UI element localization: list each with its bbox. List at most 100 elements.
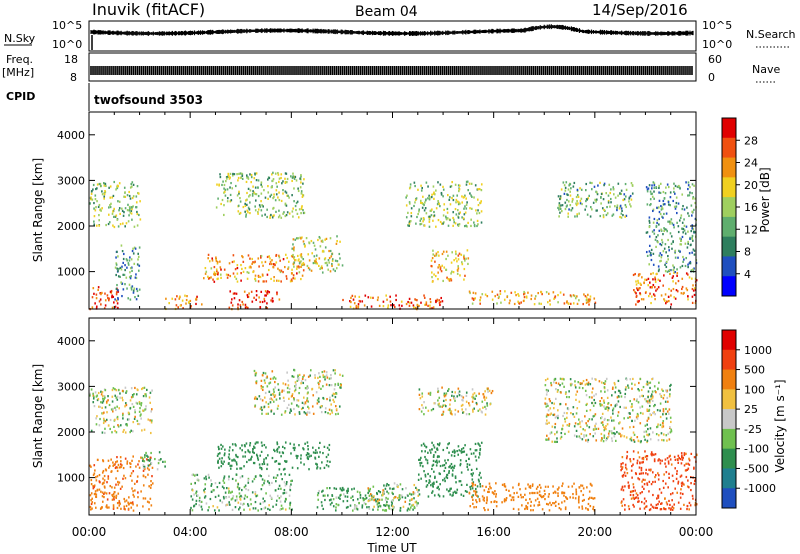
range-cell (584, 295, 587, 298)
range-cell (111, 431, 113, 434)
range-cell (547, 301, 549, 304)
range-cell (648, 221, 651, 224)
range-cell (494, 295, 497, 298)
range-cell (557, 492, 559, 495)
range-cell (217, 445, 220, 449)
range-cell (688, 252, 691, 255)
range-cell (320, 501, 323, 504)
range-cell (617, 182, 620, 185)
range-cell (238, 212, 241, 215)
range-cell (587, 293, 589, 296)
range-cell (116, 501, 119, 505)
range-cell (285, 275, 288, 278)
range-cell (466, 490, 468, 493)
range-cell (275, 261, 278, 264)
range-cell (280, 176, 282, 180)
range-cell (325, 455, 328, 459)
range-cell (105, 505, 108, 508)
range-cell (333, 388, 336, 391)
range-cell (101, 412, 103, 415)
range-cell (424, 450, 426, 453)
range-cell (438, 396, 441, 399)
range-cell (583, 498, 585, 502)
range-cell (236, 467, 238, 470)
range-cell (444, 466, 447, 469)
range-cell (271, 300, 274, 303)
range-cell (451, 251, 453, 254)
range-cell (105, 223, 107, 227)
range-cell (655, 224, 658, 228)
range-cell (127, 297, 130, 300)
range-cell (557, 301, 559, 304)
range-cell (573, 415, 576, 418)
range-cell (415, 222, 417, 225)
range-cell (629, 194, 632, 198)
range-cell (298, 262, 301, 265)
range-cell (639, 422, 642, 425)
range-cell (329, 237, 332, 240)
range-cell (416, 502, 419, 505)
range-cell (100, 293, 102, 296)
range-cell (258, 265, 260, 268)
range-cell (302, 396, 305, 399)
range-cell (662, 408, 665, 411)
range-cell (254, 274, 257, 277)
range-cell (474, 449, 477, 452)
range-cell (371, 498, 373, 501)
range-cell (290, 175, 292, 178)
range-cell (668, 269, 671, 272)
range-cell (294, 413, 296, 416)
range-cell (540, 486, 542, 489)
range-cell (423, 444, 426, 447)
range-cell (324, 246, 327, 249)
range-cell (353, 487, 355, 490)
range-cell (230, 301, 233, 304)
range-cell (673, 190, 675, 194)
range-cell (236, 498, 238, 501)
range-cell (142, 394, 145, 398)
range-cell (537, 504, 539, 507)
range-cell (681, 277, 684, 280)
range-cell (238, 508, 240, 511)
range-cell (683, 258, 685, 261)
range-cell (588, 300, 591, 303)
range-cell (377, 490, 380, 493)
range-cell (114, 305, 117, 308)
range-cell (306, 456, 309, 459)
colorbar-tick-label: 8 (744, 246, 751, 259)
range-cell (120, 244, 123, 247)
range-cell (262, 371, 265, 375)
range-cell (315, 391, 318, 394)
range-cell (654, 280, 657, 284)
range-cell (94, 198, 97, 201)
range-cell (504, 485, 507, 488)
range-cell (526, 507, 529, 511)
range-cell (312, 412, 315, 415)
range-cell (242, 270, 245, 273)
range-cell (420, 189, 423, 192)
range-cell (311, 252, 314, 255)
range-cell (645, 278, 648, 281)
range-cell (329, 412, 332, 416)
range-cell (92, 473, 95, 477)
range-cell (318, 264, 320, 267)
range-cell (94, 391, 97, 394)
range-cell (254, 442, 257, 445)
range-cell (273, 214, 275, 217)
range-cell (576, 193, 579, 197)
range-cell (384, 509, 386, 512)
range-cell (692, 227, 695, 231)
range-cell (108, 297, 110, 300)
range-cell (282, 212, 284, 215)
range-cell (429, 393, 432, 396)
range-cell (469, 192, 471, 195)
range-cell (505, 488, 508, 491)
range-cell (141, 429, 143, 432)
range-cell (512, 507, 515, 511)
range-cell (401, 488, 404, 491)
range-cell (98, 224, 101, 227)
range-cell (581, 505, 583, 508)
range-cell (646, 190, 649, 193)
range-cell (133, 495, 135, 498)
range-cell (204, 272, 207, 275)
